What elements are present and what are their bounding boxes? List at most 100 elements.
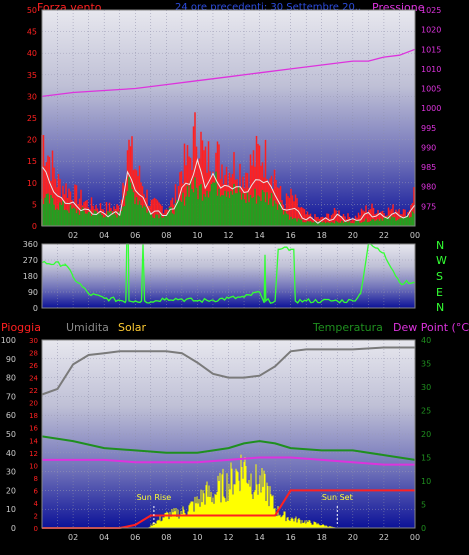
wind-direction-plot-border <box>41 243 416 309</box>
direction-axis-tick: 0 <box>33 304 38 313</box>
humidity-axis-tick: 50 <box>6 430 16 439</box>
temperature-axis-tick: 0 <box>421 524 426 533</box>
time-axis-tick: 04 <box>99 231 109 240</box>
time-axis-tick: 04 <box>99 533 109 542</box>
compass-label-n2: N <box>436 301 444 314</box>
direction-axis-tick: 90 <box>28 288 38 297</box>
time-axis-tick: 12 <box>223 533 233 542</box>
time-axis-tick: 02 <box>68 533 78 542</box>
pressure-axis-tick: 975 <box>421 202 436 211</box>
wind-axis-tick: 20 <box>27 136 37 145</box>
rain-axis-tick: 10 <box>29 462 38 470</box>
temperature-axis-tick: 10 <box>421 477 431 486</box>
pressure-axis-tick: 990 <box>421 143 436 152</box>
pressure-line <box>41 48 416 98</box>
rain-axis-tick: 18 <box>29 412 38 420</box>
time-axis-tick: 14 <box>254 231 264 240</box>
temperature-axis-tick: 5 <box>421 501 426 510</box>
wind-axis-tick: 0 <box>32 222 37 231</box>
rain-axis-tick: 2 <box>34 512 38 520</box>
time-axis-tick: 06 <box>130 231 140 240</box>
pressure-axis-tick: 1005 <box>421 85 441 94</box>
humidity-axis-tick: 60 <box>6 411 16 420</box>
humidity-axis-tick: 0 <box>11 524 16 533</box>
time-axis-tick: 16 <box>286 231 296 240</box>
time-axis-tick: 08 <box>161 231 171 240</box>
time-axis-tick: 20 <box>348 231 358 240</box>
wind-pressure-plot-border <box>41 9 416 227</box>
solar-axis-title: Solar <box>118 321 147 334</box>
wind-axis-tick: 25 <box>27 114 37 123</box>
wind-average-bars <box>41 171 415 226</box>
time-axis-tick: 02 <box>68 231 78 240</box>
pressure-axis-tick: 980 <box>421 183 436 192</box>
temperature-axis-tick: 25 <box>421 407 431 416</box>
wind-direction-line <box>41 243 416 304</box>
time-axis-tick: 00 <box>410 533 420 542</box>
time-axis-tick: 12 <box>223 231 233 240</box>
pressure-axis-tick: 1020 <box>421 26 441 35</box>
compass-label-w: W <box>436 254 447 267</box>
pressure-axis-tick: 1010 <box>421 65 441 74</box>
humidity-axis-tick: 20 <box>6 486 16 495</box>
temperature-axis-tick: 15 <box>421 454 431 463</box>
rain-axis-tick: 24 <box>29 375 38 383</box>
time-axis-tick: 20 <box>348 533 358 542</box>
wind-axis-tick: 5 <box>32 200 37 209</box>
humidity-axis-tick: 100 <box>1 336 16 345</box>
direction-axis-tick: 360 <box>23 240 38 249</box>
time-axis-tick: 14 <box>254 533 264 542</box>
rain-axis-tick: 8 <box>34 475 38 483</box>
temperature-axis-tick: 35 <box>421 360 431 369</box>
wind-axis-tick: 15 <box>27 157 37 166</box>
climate-plot-border <box>41 339 416 529</box>
sunset-label: Sun Set <box>322 493 353 502</box>
pressure-axis-tick: 995 <box>421 124 436 133</box>
sunrise-label: Sun Rise <box>137 493 172 502</box>
time-axis-tick: 18 <box>317 231 327 240</box>
temperature-axis-title: Temperatura <box>312 321 383 334</box>
wind-axis-tick: 45 <box>27 28 37 37</box>
wind-axis-tick: 10 <box>27 179 37 188</box>
rain-axis-tick: 6 <box>34 487 39 495</box>
compass-label-s: S <box>436 270 443 283</box>
time-axis-tick: 08 <box>161 533 171 542</box>
chart-title: 24 ore precedenti: 30 Settembre 20.. <box>175 2 361 13</box>
dewpoint-axis-title: Dew Point (°C) <box>393 321 469 334</box>
time-axis-tick: 10 <box>192 231 202 240</box>
wind-axis-tick: 35 <box>27 71 37 80</box>
direction-axis-tick: 270 <box>23 256 38 265</box>
time-axis-tick: 22 <box>379 231 389 240</box>
time-axis-tick: 10 <box>192 533 202 542</box>
temperature-axis-tick: 40 <box>421 336 431 345</box>
rain-axis-tick: 12 <box>29 450 38 458</box>
rain-line <box>42 489 415 529</box>
rain-axis-tick: 4 <box>34 500 39 508</box>
temperature-axis-tick: 30 <box>421 383 431 392</box>
pressure-axis-tick: 1015 <box>421 45 441 54</box>
humidity-axis-tick: 70 <box>6 392 16 401</box>
humidity-axis-tick: 30 <box>6 468 16 477</box>
temperature-line <box>41 435 416 461</box>
humidity-axis-tick: 90 <box>6 355 16 364</box>
rain-axis-tick: 28 <box>29 350 38 358</box>
rain-axis-tick: 0 <box>34 525 38 533</box>
rain-axis-tick: 22 <box>29 387 38 395</box>
pressure-axis-tick: 1000 <box>421 104 441 113</box>
pressure-axis-tick: 985 <box>421 163 436 172</box>
humidity-axis-tick: 40 <box>6 449 16 458</box>
humidity-axis-tick: 10 <box>6 505 16 514</box>
humidity-axis-title: Umidita <box>66 321 109 334</box>
rain-axis-tick: 20 <box>29 400 38 408</box>
time-axis-tick: 16 <box>286 533 296 542</box>
rain-axis-tick: 16 <box>29 425 38 433</box>
time-axis-tick: 18 <box>317 533 327 542</box>
wind-axis-tick: 40 <box>27 49 37 58</box>
wind-mean-line <box>41 157 416 224</box>
compass-label-n: N <box>436 239 444 252</box>
humidity-line <box>41 346 415 396</box>
humidity-axis-tick: 80 <box>6 374 16 383</box>
compass-label-e: E <box>436 286 443 299</box>
